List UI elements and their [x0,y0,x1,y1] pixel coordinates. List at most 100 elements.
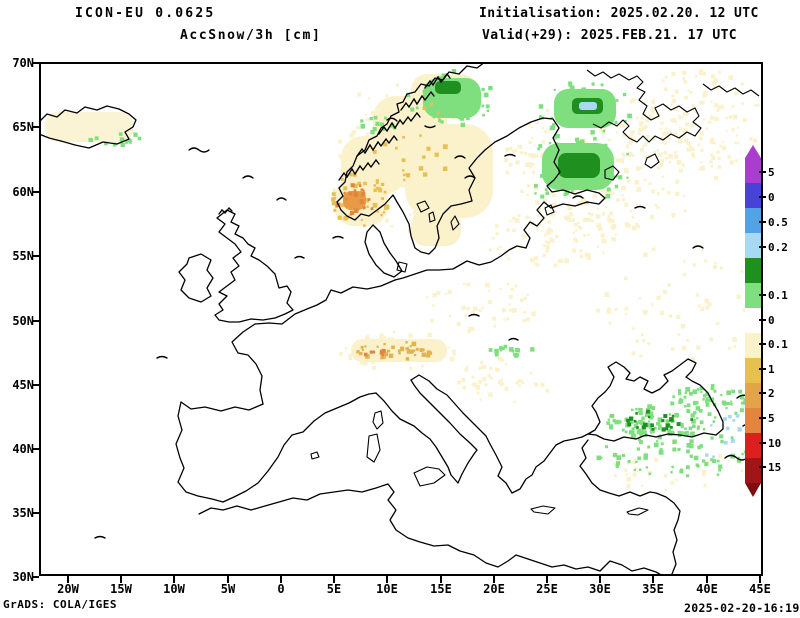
colorbar-segment [745,158,761,183]
colorbar-label: 5 [768,166,775,179]
lon-tick [333,576,335,583]
lat-tick [32,512,39,514]
lat-tick-label: 35N [12,506,34,520]
model-title: ICON-EU 0.0625 [75,6,216,21]
lon-tick-label: 15E [430,582,452,596]
colorbar-label: 0.1 [768,338,788,351]
lat-tick [32,62,39,64]
snow-patch-norway-mid-interior [341,136,407,194]
lon-tick [386,576,388,583]
creation-timestamp: 2025-02-20-16:19 [684,601,800,615]
lat-tick [32,320,39,322]
colorbar-label: 0 [768,314,775,327]
lon-tick-label: 10E [376,582,398,596]
snow-patch-ukraine-green-strip [488,344,535,358]
colorbar-arrow-top [745,145,761,158]
lon-tick [280,576,282,583]
lon-tick-label: 45E [749,582,771,596]
colorbar-segment [745,433,761,458]
lon-tick [599,576,601,583]
lon-tick-label: 30E [589,582,611,596]
lat-tick-label: 50N [12,314,34,328]
colorbar-tick [759,417,766,419]
snow-patch-wrussia-speckle [596,247,759,362]
lat-tick-label: 70N [12,56,34,70]
lon-tick-label: 0 [277,582,285,596]
lon-tick-label: 5E [326,582,342,596]
colorbar-label: 0.5 [768,216,788,229]
lat-tick-label: 55N [12,249,34,263]
colorbar-tick [759,294,766,296]
colorbar-label: 0 [768,191,775,204]
lat-tick [32,448,39,450]
colorbar-segment [745,458,761,483]
valid-time: Valid(+29): 2025.FEB.21. 17 UTC [482,28,738,43]
snow-patch-kola-blue-core [579,102,597,110]
snow-patch-snorway-orange [343,191,366,210]
colorbar-segment [745,208,761,233]
colorbar-label: 2 [768,387,775,400]
snow-patch-baltics-speckle [488,210,617,268]
lat-tick-label: 40N [12,442,34,456]
colorbar-tick [759,392,766,394]
colorbar-label: 5 [768,412,775,425]
snow-patch-norway-gold-sparse [372,102,448,182]
colorbar-segment [745,383,761,408]
field-title: AccSnow/3h [cm] [180,28,322,43]
lon-tick-label: 5W [220,582,236,596]
lon-tick [546,576,548,583]
colorbar-segment [745,308,761,333]
colorbar-segment [745,183,761,208]
snow-patch-layer [45,68,762,492]
colorbar-label: 0.1 [768,289,788,302]
colorbar-tick [759,466,766,468]
colorbar-segment [745,408,761,433]
lon-tick [706,576,708,583]
colorbar-tick [759,368,766,370]
snow-patch-balkans-speckle [457,356,550,404]
snow-patch-pontic-dgreen [626,409,693,432]
colorbar-label: 0.2 [768,241,788,254]
lon-tick [173,576,175,583]
colorbar-label: 10 [768,437,782,450]
colorbar-tick [759,442,766,444]
lon-tick [493,576,495,583]
colorbar-segment [745,233,761,258]
snow-patch-alps-orange [364,348,386,357]
snow-patch-sweden-south [411,210,461,246]
lon-tick [227,576,229,583]
lon-tick [440,576,442,583]
snow-patch-finland-dgreen [558,153,600,178]
lat-tick-label: 65N [12,120,34,134]
lon-tick-label: 35E [642,582,664,596]
lat-tick [32,126,39,128]
lon-tick-label: 20W [57,582,79,596]
snow-patch-ukraine-speckle [426,282,536,334]
lon-tick [652,576,654,583]
colorbar-tick [759,171,766,173]
snow-patch-iceland-green [88,132,142,147]
colorbar-label: 1 [768,363,775,376]
colorbar-segment [745,258,761,283]
colorbar-arrow-bottom [745,483,761,497]
lat-tick [32,384,39,386]
snow-patch-nnorway-green-speckle [406,69,493,128]
grads-credit: GrADS: COLA/IGES [3,598,117,611]
colorbar-tick [759,246,766,248]
colorbar-tick [759,343,766,345]
snow-patch-eanatolia-blue [705,414,742,459]
lon-tick-label: 20E [483,582,505,596]
lat-tick [32,255,39,257]
lon-tick [67,576,69,583]
lon-tick-label: 10W [163,582,185,596]
colorbar-tick [759,196,766,198]
lon-tick-label: 25E [536,582,558,596]
coastline-layer [39,62,763,576]
colorbar-tick [759,319,766,321]
snow-patch-nnorway-dgreen [435,81,461,94]
lon-tick [120,576,122,583]
colorbar-segment [745,333,761,358]
snow-patch-alps-ext-speckle [339,330,456,371]
europe-map [39,62,763,576]
